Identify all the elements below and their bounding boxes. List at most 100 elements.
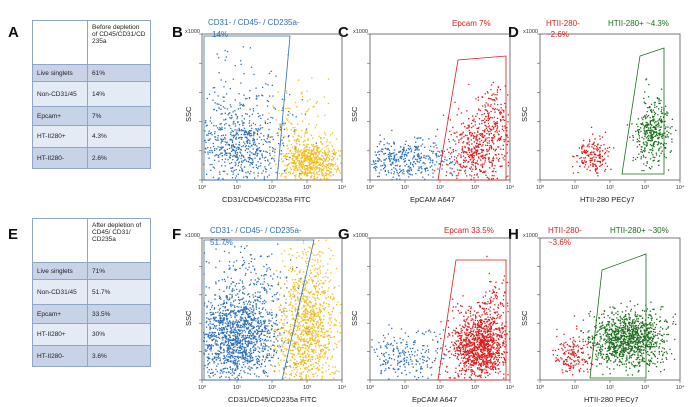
event-dot: [220, 322, 222, 324]
event-dot: [266, 353, 268, 355]
event-dot: [300, 170, 302, 172]
event-dot: [294, 346, 296, 348]
event-dot: [389, 155, 391, 157]
event-dot: [438, 163, 440, 165]
event-dot: [241, 319, 243, 321]
event-dot: [262, 114, 264, 116]
event-dot: [208, 353, 210, 355]
event-dot: [296, 158, 298, 160]
event-dot: [296, 330, 298, 332]
event-dot: [295, 158, 297, 160]
event-dot: [220, 304, 222, 306]
event-dot: [325, 159, 327, 161]
event-dot: [478, 109, 480, 111]
event-dot: [245, 350, 247, 352]
event-dot: [650, 137, 652, 139]
event-dot: [233, 361, 235, 364]
event-dot: [304, 150, 306, 152]
event-dot: [312, 172, 314, 174]
event-dot: [215, 248, 217, 250]
event-dot: [312, 165, 314, 167]
event-dot: [215, 368, 217, 370]
event-dot: [229, 337, 231, 339]
event-dot: [437, 155, 439, 157]
stats-table-before: Before depletion of CD45/CD31/CD 235a Li…: [32, 20, 151, 169]
event-dot: [249, 135, 251, 137]
event-dot: [389, 163, 392, 166]
event-dot: [264, 365, 266, 367]
event-dot: [268, 311, 271, 314]
event-dot: [232, 167, 234, 169]
event-dot: [330, 297, 332, 299]
event-dot: [306, 338, 308, 340]
event-dot: [256, 329, 258, 332]
event-dot: [239, 151, 241, 153]
event-dot: [236, 156, 238, 158]
event-dot: [497, 133, 500, 135]
event-dot: [219, 316, 221, 318]
event-dot: [243, 311, 245, 313]
event-dot: [482, 141, 484, 144]
event-dot: [278, 370, 280, 372]
event-dot: [476, 173, 478, 175]
event-dot: [257, 172, 259, 174]
event-dot: [254, 143, 257, 145]
event-dot: [501, 109, 503, 111]
event-dot: [226, 141, 228, 143]
event-dot: [264, 120, 266, 122]
event-dot: [284, 164, 286, 167]
event-dot: [581, 161, 583, 163]
event-dot: [302, 156, 304, 158]
event-dot: [241, 130, 243, 132]
event-dot: [656, 134, 658, 137]
event-dot: [232, 368, 234, 370]
event-dot: [303, 153, 306, 155]
event-dot: [295, 140, 297, 143]
event-dot: [241, 161, 243, 164]
event-dot: [218, 260, 221, 262]
event-dot: [330, 313, 332, 315]
event-dot: [208, 130, 210, 132]
event-dot: [328, 157, 330, 159]
event-dot: [216, 110, 218, 112]
event-dot: [273, 370, 275, 372]
event-dot: [417, 149, 419, 151]
event-dot: [231, 281, 234, 283]
event-dot: [320, 140, 322, 143]
event-dot: [286, 342, 288, 344]
event-dot: [244, 353, 247, 355]
event-dot: [488, 158, 490, 160]
event-dot: [583, 160, 586, 162]
event-dot: [409, 147, 411, 150]
event-dot: [249, 333, 252, 335]
event-dot: [314, 288, 317, 290]
event-dot: [305, 129, 307, 132]
event-dot: [244, 143, 246, 145]
event-dot: [648, 151, 650, 154]
event-dot: [507, 165, 509, 167]
event-dot: [224, 170, 226, 173]
event-dot: [476, 139, 478, 141]
event-dot: [214, 133, 216, 135]
event-dot: [219, 314, 221, 317]
event-dot: [413, 161, 415, 163]
event-dot: [456, 177, 458, 179]
event-dot: [226, 320, 228, 322]
event-dot: [250, 271, 252, 273]
event-dot: [220, 348, 222, 350]
event-dot: [332, 159, 334, 161]
event-dot: [306, 90, 308, 92]
event-dot: [240, 149, 242, 151]
event-dot: [665, 157, 667, 159]
event-dot: [665, 135, 667, 137]
event-dot: [482, 158, 484, 160]
event-dot: [306, 156, 309, 158]
event-dot: [325, 163, 328, 166]
event-dot: [491, 164, 493, 166]
event-dot: [393, 141, 395, 143]
event-dot: [295, 333, 297, 335]
event-dot: [331, 132, 334, 134]
event-dot: [248, 300, 250, 302]
event-dot: [388, 143, 390, 145]
event-dot: [432, 162, 434, 164]
